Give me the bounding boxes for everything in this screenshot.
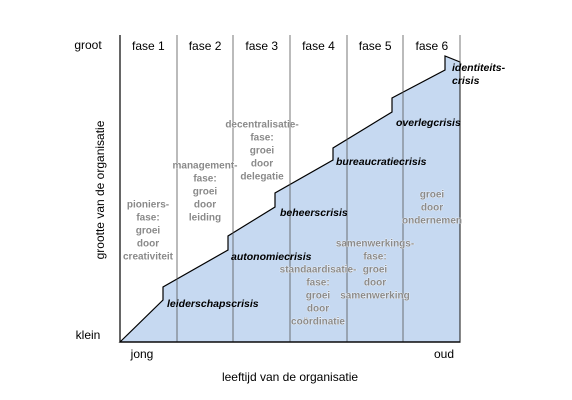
phase-text: fase:	[136, 213, 159, 224]
phase-text: door	[194, 200, 216, 211]
phase-text: coördinatie	[291, 317, 345, 328]
crisis-label: leiderschapscrisis	[167, 298, 259, 310]
phase-dividers	[176, 35, 461, 342]
x-label: leeftijd van de organisatie	[222, 370, 358, 384]
phase-text: groei	[420, 190, 445, 201]
phase-text: leiding	[189, 213, 221, 224]
phase-text: standaardisatie-	[280, 265, 357, 276]
phase-label: fase 5	[359, 39, 392, 53]
phase-text: fase:	[306, 278, 329, 289]
crisis-label: autonomiecrisis	[231, 251, 312, 263]
phase-text: fase:	[250, 133, 273, 144]
phase-text: door	[251, 159, 273, 170]
crisis-label: beheerscrisis	[280, 207, 348, 219]
phase-label: fase 3	[245, 39, 278, 53]
phase-text: fase:	[363, 252, 386, 263]
phase-text: door	[137, 239, 159, 250]
phase-text: groei	[136, 226, 161, 237]
phase-text: pioniers-	[127, 200, 169, 211]
phase-text: creativiteit	[123, 252, 174, 263]
phase-text: groei	[250, 146, 275, 157]
crisis-label: bureaucratiecrisis	[336, 156, 427, 168]
crisis-label: overlegcrisis	[396, 117, 461, 129]
phase-text: samenwerkings-	[336, 239, 414, 250]
crisis-label: identiteits-	[452, 62, 506, 74]
x-left: jong	[130, 347, 154, 361]
y-label: grootte van de organisatie	[93, 120, 107, 259]
phase-label: fase 4	[302, 39, 335, 53]
phase-text: fase:	[193, 174, 216, 185]
phase-text: door	[421, 203, 443, 214]
y-top: groot	[74, 38, 102, 52]
phase-label: fase 1	[132, 39, 165, 53]
phase-text: delegatie	[240, 172, 284, 183]
phase-text: decentralisatie-	[225, 120, 298, 131]
phase-text: door	[364, 278, 386, 289]
phase-text: samenwerking	[340, 291, 409, 302]
crisis-label: crisis	[452, 75, 480, 87]
phase-label: fase 6	[415, 39, 448, 53]
phase-text: door	[307, 304, 329, 315]
phase-label: fase 2	[189, 39, 222, 53]
phase-text: groei	[363, 265, 388, 276]
y-bottom: klein	[76, 328, 101, 342]
x-right: oud	[434, 347, 454, 361]
phase-text: groei	[193, 187, 218, 198]
phase-text: management-	[172, 161, 237, 172]
phase-text: ondernemen	[402, 216, 462, 227]
phase-text: groei	[306, 291, 331, 302]
